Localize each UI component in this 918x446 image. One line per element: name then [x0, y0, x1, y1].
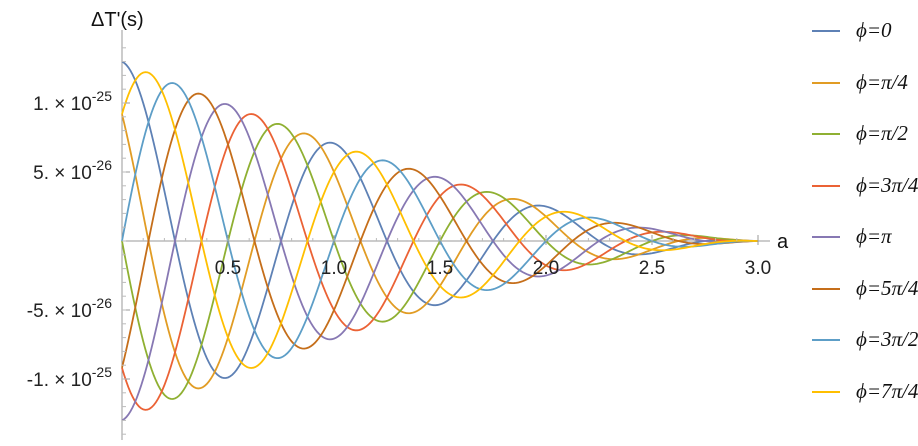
x-tick-label: 2.5 [639, 258, 665, 279]
y-ticks: 1. × 10-25 5. × 10-26 -5. × 10-26 -1. × 10-… [27, 48, 130, 434]
legend-swatch [812, 391, 840, 393]
legend-item: ϕ=3π/2 [812, 319, 916, 371]
legend-label: ϕ=π [856, 224, 892, 249]
legend-swatch [812, 185, 840, 187]
legend-item: ϕ=π/4 [812, 62, 916, 114]
x-tick-label: 1.5 [427, 258, 453, 279]
x-tick-label: 2.0 [533, 258, 559, 279]
legend-item: ϕ=π [812, 216, 916, 268]
legend-swatch [812, 236, 840, 238]
legend-item: ϕ=π/2 [812, 113, 916, 165]
x-tick-label: 1.0 [321, 258, 347, 279]
y-tick-label: -5. × 10-26 [27, 295, 112, 322]
x-axis-label: a [777, 231, 789, 253]
legend-label: ϕ=3π/2 [856, 327, 918, 352]
legend-item: ϕ=3π/4 [812, 165, 916, 217]
legend-item: ϕ=7π/4 [812, 371, 916, 423]
axes [122, 30, 770, 440]
y-tick-label: 5. × 10-26 [33, 157, 112, 184]
x-tick-label: 3.0 [745, 258, 771, 279]
series-line-0 [122, 62, 758, 378]
legend-item: ϕ=0 [812, 10, 916, 62]
legend-swatch [812, 133, 840, 135]
legend-swatch [812, 82, 840, 84]
y-tick-label: 1. × 10-25 [33, 88, 112, 115]
legend-item: ϕ=5π/4 [812, 268, 916, 320]
y-tick-label: -1. × 10-25 [27, 364, 112, 391]
legend-swatch [812, 30, 840, 32]
legend-label: ϕ=3π/4 [856, 173, 918, 198]
y-axis-label: ΔT'(s) [91, 9, 144, 31]
legend-label: ϕ=π/4 [856, 70, 908, 95]
legend-label: ϕ=0 [856, 18, 892, 43]
legend: ϕ=0 ϕ=π/4 ϕ=π/2 ϕ=3π/4 ϕ=π ϕ=5π/4 ϕ=3π/2 ϕ=7π/4 [812, 10, 916, 422]
legend-swatch [812, 288, 840, 290]
legend-swatch [812, 339, 840, 341]
x-tick-label: 0.5 [215, 258, 241, 279]
legend-label: ϕ=7π/4 [856, 379, 918, 404]
legend-label: ϕ=5π/4 [856, 276, 918, 301]
legend-label: ϕ=π/2 [856, 121, 908, 146]
series-line-6 [122, 83, 758, 358]
